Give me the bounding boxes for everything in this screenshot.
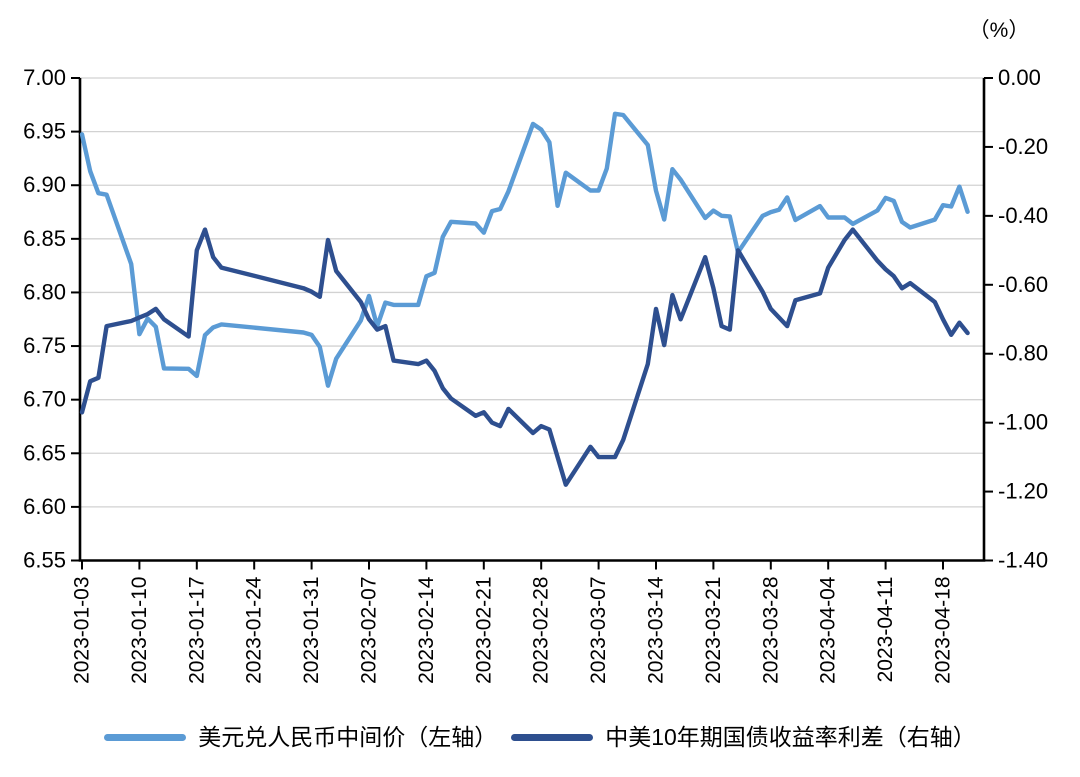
x-axis-tick-label: 2023-01-10 <box>128 577 151 684</box>
axes <box>71 77 993 570</box>
legend-item-usdcny: 美元兑人民币中间价（左轴） <box>104 724 497 752</box>
x-axis-tick-label: 2023-04-18 <box>932 577 955 684</box>
x-axis-tick-label: 2023-01-17 <box>185 577 208 684</box>
x-axis-tick-label: 2023-02-14 <box>415 576 438 684</box>
legend-label-usdcny: 美元兑人民币中间价（左轴） <box>198 724 498 750</box>
right-axis-unit-label: （%） <box>969 19 1030 42</box>
x-axis-tick-label: 2023-04-11 <box>874 577 897 683</box>
legend-label-spread: 中美10年期国债收益率利差（右轴） <box>605 724 976 750</box>
x-axis-tick-label: 2023-02-21 <box>472 577 495 684</box>
usdcny-line-swatch-icon <box>104 734 187 742</box>
x-axis-tick-label: 2023-04-04 <box>817 576 840 684</box>
axis-labels: 7.00 6.95 6.90 6.85 6.80 6.75 6.70 6.65 6.60 6.55… <box>23 65 1048 684</box>
right-axis-tick-label: -0.80 <box>998 341 1048 366</box>
right-axis-tick-label: -1.40 <box>998 548 1048 573</box>
usdcny-parity-line <box>79 111 970 388</box>
x-axis-tick-label: 2023-01-24 <box>243 576 266 684</box>
gridlines <box>80 77 984 562</box>
left-axis-tick-label: 6.55 <box>23 548 66 573</box>
x-axis-tick-label: 2023-03-07 <box>587 577 610 684</box>
x-axis-tick-label: 2023-03-21 <box>702 577 725 684</box>
right-axis-tick-label: -0.60 <box>998 272 1048 297</box>
x-axis-tick-label: 2023-02-07 <box>358 577 381 684</box>
right-axis-tick-label: -0.20 <box>998 134 1048 159</box>
x-axis-tick-label: 2023-03-28 <box>759 577 782 684</box>
left-axis-tick-label: 6.60 <box>23 494 66 519</box>
x-axis-tick-label: 2023-01-03 <box>71 577 94 684</box>
left-axis-tick-label: 6.95 <box>23 119 66 144</box>
left-axis-tick-label: 7.00 <box>23 65 66 90</box>
left-axis-tick-label: 6.85 <box>23 226 66 251</box>
left-axis-tick-label: 6.90 <box>23 172 66 197</box>
right-axis-tick-label: 0.00 <box>998 65 1041 90</box>
series-lines <box>79 111 970 487</box>
right-axis-tick-label: -1.00 <box>998 410 1048 435</box>
legend-item-spread: 中美10年期国债收益率利差（右轴） <box>511 724 976 752</box>
right-axis-tick-label: -1.20 <box>998 479 1048 504</box>
cn-us-yield-spread-line <box>79 227 970 487</box>
left-axis-tick-label: 6.70 <box>23 387 66 412</box>
x-axis-tick-label: 2023-01-31 <box>300 577 323 684</box>
right-axis-tick-label: -0.40 <box>998 203 1048 228</box>
spread-line-swatch-icon <box>511 734 594 742</box>
left-axis-tick-label: 6.75 <box>23 333 66 358</box>
x-axis-tick-label: 2023-02-28 <box>530 577 553 684</box>
chart-legend: 美元兑人民币中间价（左轴） 中美10年期国债收益率利差（右轴） <box>0 724 1080 752</box>
left-axis-tick-label: 6.80 <box>23 279 66 304</box>
left-axis-tick-label: 6.65 <box>23 440 66 465</box>
x-axis-tick-label: 2023-03-14 <box>645 576 668 684</box>
